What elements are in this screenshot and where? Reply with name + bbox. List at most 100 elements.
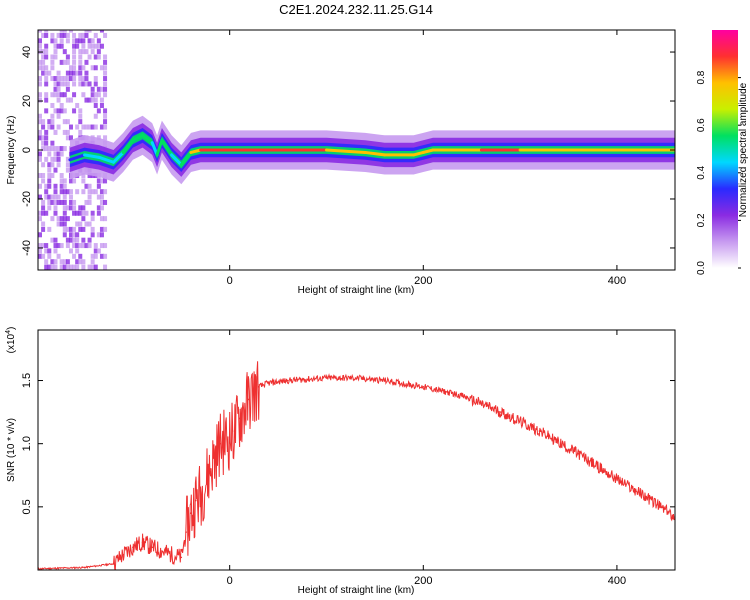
noise-cell [93,102,98,108]
snr-point [194,499,197,502]
noise-cell [56,76,61,82]
noise-cell [62,183,67,189]
noise-cell [90,259,95,265]
noise-cell [47,70,52,76]
snr-x-label: Height of straight line (km) [298,585,415,596]
noise-cell [68,76,73,82]
noise-cell [72,65,77,71]
noise-cell [81,43,86,49]
noise-cell [38,210,42,216]
noise-cell [90,210,95,216]
snr-multiplier-close: ) [6,327,17,330]
noise-cell [62,30,67,33]
snr-point [170,554,173,556]
noise-cell [90,92,95,98]
snr-point [112,562,115,565]
noise-cell [84,221,89,227]
noise-cell [44,264,49,270]
noise-cell [44,70,49,76]
noise-cell [93,97,98,103]
noise-cell [103,243,108,249]
y-tick-label: 1.0 [21,436,33,451]
noise-cell [84,199,89,205]
noise-cell [62,259,67,265]
noise-cell [59,81,64,87]
noise-cell [56,194,61,200]
snr-point [190,512,192,514]
noise-cell [87,81,92,87]
noise-cell [72,232,77,238]
noise-cell [44,76,49,82]
noise-cell [53,146,58,152]
noise-cell [87,183,92,189]
noise-cell [62,108,67,114]
noise-cell [96,210,101,216]
noise-cell [99,232,104,238]
noise-cell [90,49,95,55]
ridge-segment [121,138,135,154]
snr-point [325,377,328,379]
noise-cell [59,102,64,108]
noise-cell [78,113,83,119]
figure-title: C2E1.2024.232.11.25.G14 [279,2,433,17]
noise-cell [53,205,58,211]
noise-cell [41,199,46,205]
noise-cell [68,135,73,141]
noise-cell [62,92,67,98]
noise-cell [78,65,83,71]
x-tick-label: 400 [608,575,626,587]
noise-cell [53,199,58,205]
noise-cell [65,237,70,243]
ridge-segment [155,138,164,157]
y-tick-label: 0.5 [21,499,33,514]
noise-cell [72,49,77,55]
snr-point [185,531,187,533]
noise-cell [59,146,64,152]
noise-cell [38,135,42,141]
noise-cell [99,178,104,184]
noise-cell [103,54,108,60]
snr-point [422,386,425,388]
noise-cell [96,54,101,60]
noise-cell [81,210,86,216]
noise-cell [78,205,83,211]
noise-cell [38,216,42,222]
noise-cell [47,173,52,179]
noise-cell [72,92,77,98]
noise-cell [90,43,95,49]
noise-cell [47,226,52,232]
noise-cell [65,156,70,162]
snr-point [132,546,134,549]
noise-cell [81,189,86,195]
noise-cell [81,178,86,184]
noise-cell [41,135,46,141]
noise-cell [103,226,108,232]
noise-cell [41,221,46,227]
noise-cell [47,183,52,189]
noise-cell [93,76,98,82]
noise-cell [59,183,64,189]
noise-cell [59,108,64,114]
noise-cell [68,199,73,205]
x-tick-label: 400 [608,275,626,287]
noise-cell [78,243,83,249]
noise-cell [62,59,67,65]
noise-cell [87,173,92,179]
noise-cell [53,194,58,200]
noise-cell [62,32,67,38]
noise-cell [72,226,77,232]
noise-cell [65,162,70,168]
y-tick-label: 20 [21,95,33,107]
x-tick-label: 200 [414,275,432,287]
noise-cell [56,216,61,222]
noise-cell [44,108,49,114]
noise-cell [41,210,46,216]
noise-cell [59,173,64,179]
noise-cell [99,194,104,200]
noise-cell [38,38,42,44]
noise-cell [90,86,95,92]
noise-cell [41,226,46,232]
noise-cell [44,210,49,216]
noise-cell [50,156,55,162]
x-tick-label: 0 [227,575,233,587]
